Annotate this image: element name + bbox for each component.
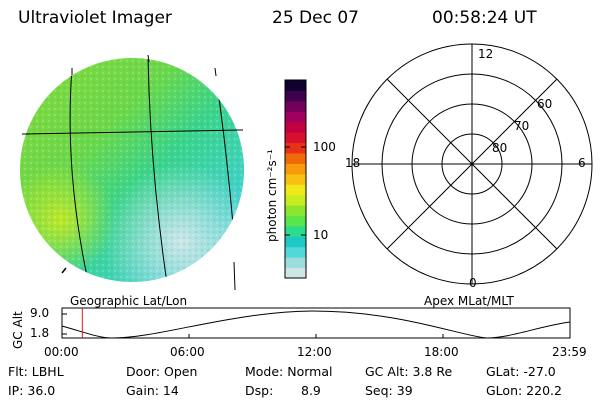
glon-info: GLon: 220.2 xyxy=(486,383,562,398)
seq-info: Seq: 39 xyxy=(365,383,413,398)
colorbar-unit-label: photon cm⁻²s⁻¹ xyxy=(265,149,279,242)
time-label: 00:58:24 UT xyxy=(432,8,537,28)
orbit-altitude-curve xyxy=(61,310,571,339)
dsp-label: Dsp: xyxy=(245,383,274,398)
colorbar-cell xyxy=(285,194,306,206)
colorbar xyxy=(284,79,307,279)
colorbar-cell xyxy=(285,246,306,258)
gc-alt-info: GC Alt: 3.8 Re xyxy=(365,364,453,379)
colorbar-cell xyxy=(285,205,306,216)
mlt-label-12: 12 xyxy=(478,47,494,61)
mlt-label-18: 18 xyxy=(345,156,361,170)
polar-plot xyxy=(351,43,593,285)
altitude-plot xyxy=(61,307,571,339)
mlt-label-6: 6 xyxy=(578,156,586,170)
alt-xtick-1800: 18:00 xyxy=(424,345,459,359)
colorbar-cells xyxy=(285,80,306,279)
colorbar-cell xyxy=(285,184,306,196)
dsp-value: 8.9 xyxy=(301,383,321,398)
colorbar-cell xyxy=(285,236,306,248)
glat-info: GLat: -27.0 xyxy=(486,364,556,379)
colorbar-cell xyxy=(285,173,306,185)
alt-xtick-1200: 12:00 xyxy=(297,345,332,359)
mlat-label-80: 80 xyxy=(492,141,508,155)
mlt-label-0: 0 xyxy=(469,276,477,290)
colorbar-cell xyxy=(285,142,306,154)
colorbar-cell xyxy=(285,163,306,175)
colorbar-cell xyxy=(285,267,306,279)
colorbar-cell xyxy=(285,100,306,112)
door-info: Door: Open xyxy=(126,364,198,379)
alt-xtick-2359: 23:59 xyxy=(552,345,587,359)
geographic-panel-label: Geographic Lat/Lon xyxy=(70,294,188,308)
colorbar-cell xyxy=(285,90,306,102)
alt-ytick-9: 9.0 xyxy=(30,306,50,320)
colorbar-cell xyxy=(285,132,306,144)
colorbar-cell xyxy=(285,225,306,237)
colorbar-cell xyxy=(285,111,306,123)
mode-info: Mode: Normal xyxy=(245,364,333,379)
alt-ytick-1-8: 1.8 xyxy=(30,326,50,340)
colorbar-tick-10: 10 xyxy=(313,228,329,242)
mlat-label-70: 70 xyxy=(514,119,530,133)
ip-info: IP: 36.0 xyxy=(8,383,56,398)
apex-panel-label: Apex MLat/MLT xyxy=(424,294,514,308)
alt-xtick-0000: 00:00 xyxy=(44,345,79,359)
alt-xtick-0600: 06:00 xyxy=(170,345,205,359)
date-label: 25 Dec 07 xyxy=(272,8,359,28)
colorbar-cell xyxy=(285,215,306,227)
colorbar-cell xyxy=(285,121,306,133)
colorbar-tick-100: 100 xyxy=(313,140,336,154)
colorbar-cell xyxy=(285,152,306,164)
flt-info: Flt: LBHL xyxy=(8,364,64,379)
colorbar-cell xyxy=(285,80,306,91)
gc-alt-axis-label: GC Alt xyxy=(11,311,25,349)
colorbar-cell xyxy=(285,257,306,269)
instrument-title: Ultraviolet Imager xyxy=(18,8,172,28)
gain-info: Gain: 14 xyxy=(126,383,179,398)
mlat-label-60: 60 xyxy=(537,97,553,111)
uv-earth-image xyxy=(20,54,244,291)
